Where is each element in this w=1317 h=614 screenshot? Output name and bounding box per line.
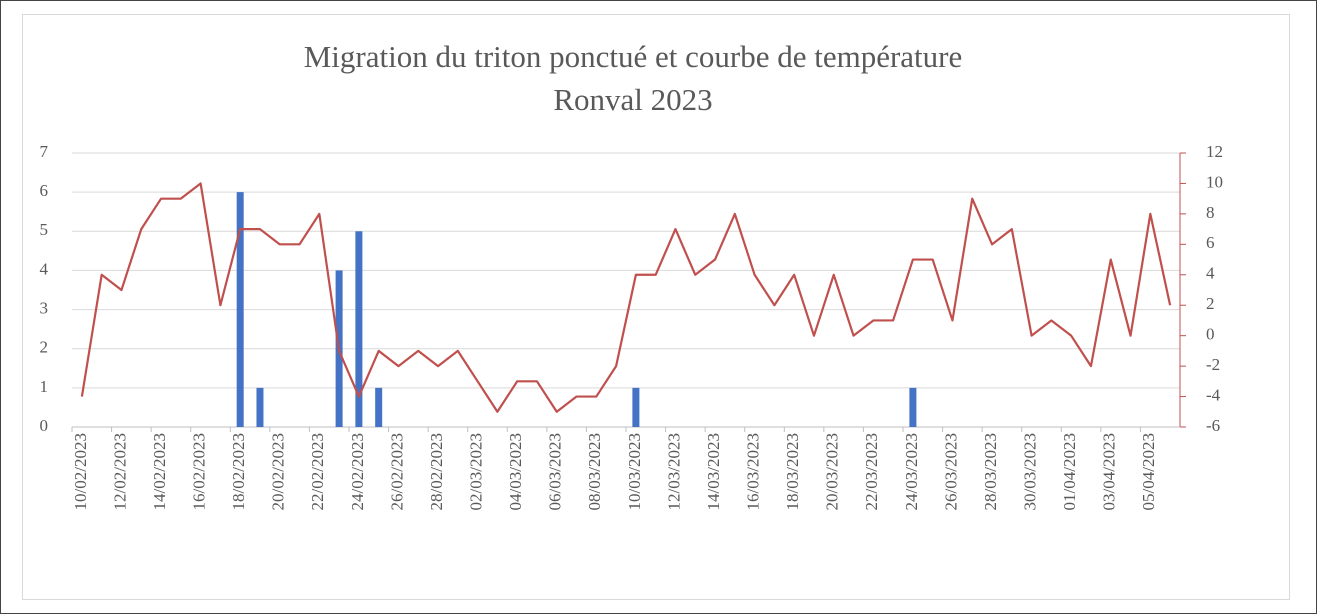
- bar: [375, 387, 383, 427]
- y-tick-label: 1: [40, 377, 49, 396]
- x-tick-label: 16/03/2023: [744, 433, 763, 510]
- x-tick-label: 24/02/2023: [348, 433, 367, 510]
- bar: [355, 231, 363, 427]
- x-tick-label: 16/02/2023: [190, 433, 209, 510]
- y2-tick-label: 6: [1206, 233, 1215, 252]
- x-tick-label: 14/03/2023: [704, 433, 723, 510]
- x-tick-label: 10/02/2023: [71, 433, 90, 510]
- x-tick-label: 03/04/2023: [1100, 433, 1119, 510]
- bar: [236, 192, 244, 427]
- x-tick-label: 28/03/2023: [981, 433, 1000, 510]
- x-tick-label: 18/02/2023: [229, 433, 248, 510]
- x-tick-label: 02/03/2023: [467, 433, 486, 510]
- y2-tick-label: 8: [1206, 203, 1215, 222]
- y-tick-label: 3: [40, 298, 49, 317]
- y2-tick-label: -6: [1206, 416, 1220, 435]
- y2-tick-label: -4: [1206, 385, 1221, 404]
- y2-tick-label: 4: [1206, 264, 1215, 283]
- x-tick-label: 04/03/2023: [506, 433, 525, 510]
- y2-tick-label: 0: [1206, 325, 1215, 344]
- x-tick-label: 28/02/2023: [427, 433, 446, 510]
- x-tick-label: 10/03/2023: [625, 433, 644, 510]
- x-tick-label: 20/03/2023: [823, 433, 842, 510]
- chart-area: [22, 14, 1290, 600]
- y-tick-label: 0: [40, 416, 49, 435]
- x-tick-label: 20/02/2023: [269, 433, 288, 510]
- x-tick-label: 12/03/2023: [664, 433, 683, 510]
- y2-tick-label: 2: [1206, 294, 1215, 313]
- x-tick-label: 05/04/2023: [1139, 433, 1158, 510]
- bar: [256, 387, 264, 427]
- temperature-line: [80, 182, 1172, 413]
- y2-tick-label: -2: [1206, 355, 1220, 374]
- x-tick-label: 22/03/2023: [862, 433, 881, 510]
- x-tick-label: 01/04/2023: [1060, 433, 1079, 510]
- x-tick-label: 26/03/2023: [941, 433, 960, 510]
- x-tick-label: 08/03/2023: [585, 433, 604, 510]
- x-tick-label: 22/02/2023: [308, 433, 327, 510]
- y2-tick-label: 10: [1206, 172, 1223, 191]
- y-tick-label: 6: [40, 181, 49, 200]
- x-tick-label: 12/02/2023: [110, 433, 129, 510]
- x-tick-label: 18/03/2023: [783, 433, 802, 510]
- bar: [909, 387, 917, 427]
- x-tick-label: 30/03/2023: [1021, 433, 1040, 510]
- chart-subtitle: Ronval 2023: [553, 82, 712, 117]
- chart-title: Migration du triton ponctué et courbe de…: [304, 39, 963, 74]
- x-tick-label: 26/02/2023: [387, 433, 406, 510]
- y-tick-label: 5: [40, 220, 49, 239]
- y2-tick-label: 12: [1206, 142, 1223, 161]
- y-tick-label: 4: [40, 259, 49, 278]
- y-tick-label: 2: [40, 338, 49, 357]
- x-tick-label: 24/03/2023: [902, 433, 921, 510]
- x-tick-label: 06/03/2023: [546, 433, 565, 510]
- x-tick-label: 14/02/2023: [150, 433, 169, 510]
- y-tick-label: 7: [40, 142, 49, 161]
- bar: [632, 387, 640, 427]
